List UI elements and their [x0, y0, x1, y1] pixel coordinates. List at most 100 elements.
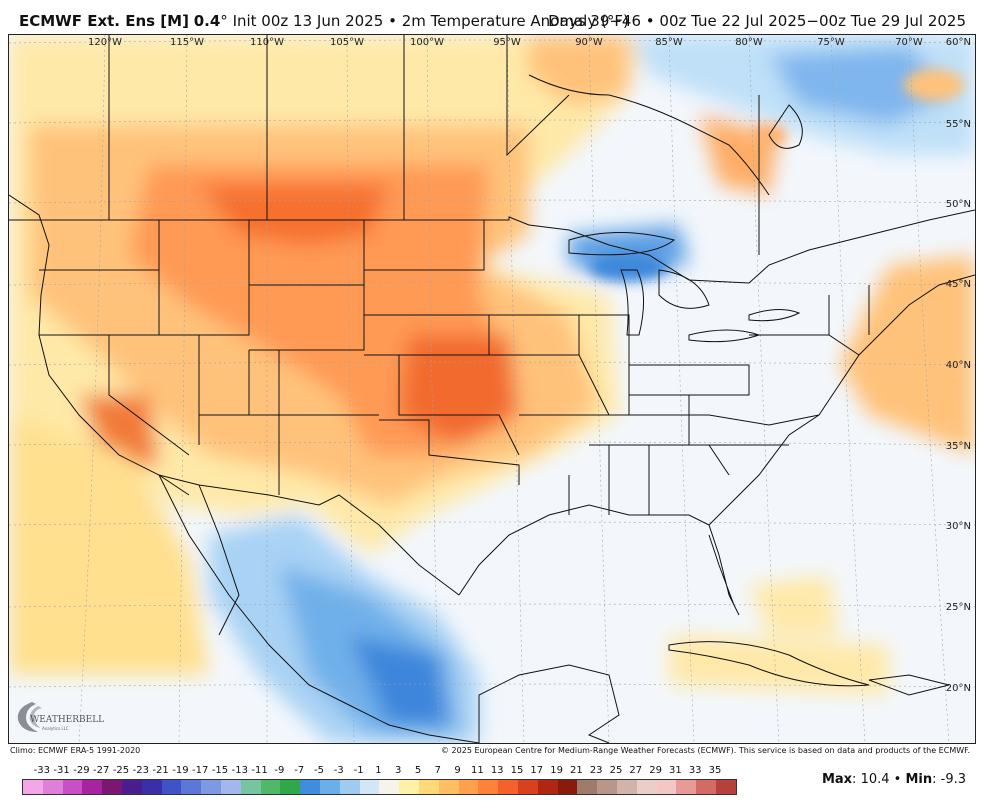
colorbar-tick-label: -15 [211, 765, 229, 776]
colorbar-tick-label: -5 [314, 765, 324, 776]
min-value: -9.3 [940, 772, 966, 787]
boundaries [9, 35, 975, 743]
colorbar-tick-label: -33 [33, 765, 50, 776]
degree-mark: ° [220, 12, 228, 30]
latitude-labels: 60°N 55°N 50°N 45°N 40°N 35°N 30°N 25°N … [946, 37, 971, 694]
lon-label: 95°W [493, 37, 521, 48]
lon-label: 105°W [330, 37, 364, 48]
model-resolution: 0.4 [193, 12, 221, 30]
colorbar-swatch [42, 780, 63, 794]
logo-brand: WEATHERBELL [30, 715, 104, 725]
lat-label: 20°N [946, 683, 971, 694]
colorbar-swatch [399, 780, 419, 794]
colorbar-tick-label: -27 [93, 765, 110, 776]
colorbar-swatch [339, 780, 360, 794]
colorbar-tick-label: 35 [708, 765, 722, 776]
colorbar-swatch [418, 780, 439, 794]
max-value: 10.4 [860, 772, 890, 787]
map-svg: 120°W 115°W 110°W 105°W 100°W 95°W 90°W … [9, 35, 975, 743]
colorbar-tick-label: 3 [395, 765, 402, 776]
colorbar-tick-label: 5 [414, 765, 422, 776]
colorbar-swatch [161, 780, 182, 794]
colorbar-tick-label: 29 [649, 765, 662, 776]
colorbar-tick-label: -21 [152, 765, 169, 776]
colorbar-swatch [379, 780, 400, 794]
colorbar-swatch [498, 780, 518, 794]
colorbar-swatch [300, 780, 320, 794]
colorbar-swatch [220, 780, 241, 794]
colorbar-swatch [656, 780, 677, 794]
cool-spots [589, 69, 964, 281]
colorbar-swatch [82, 780, 103, 794]
colorbar-swatch [636, 780, 657, 794]
colorbar-tick-label: 15 [510, 765, 524, 776]
colorbar-tick-label: -23 [132, 765, 149, 776]
model-name: ECMWF Ext. Ens [M] [19, 12, 189, 30]
colorbar-swatch [458, 780, 479, 794]
header: ECMWF Ext. Ens [M] 0.4° Init 00z 13 Jun … [0, 0, 984, 34]
colorbar-tick-label: -3 [333, 765, 344, 776]
colorbar-swatch [141, 780, 162, 794]
colorbar-tick-label: -29 [73, 765, 90, 776]
colorbar-tick-label: -1 [353, 765, 364, 776]
colorbar-tick-label: 1 [375, 765, 382, 776]
lon-label: 110°W [250, 37, 284, 48]
colorbar-tick-label: 27 [629, 765, 643, 776]
colorbar-tick-label: 19 [550, 765, 563, 776]
graticule [9, 35, 975, 743]
colorbar-tick-label: -7 [294, 765, 305, 776]
max-min-stats: Max: 10.4 • Min: -9.3 [821, 772, 966, 787]
lat-label: 60°N [946, 37, 971, 48]
colorbar-swatch [478, 780, 499, 794]
logo-sub: Analytics LLC [42, 726, 69, 731]
colorbar-tick-label: -25 [112, 765, 130, 776]
colorbar-labels: -33 -31 -29 -27 -25 -23 -21 -19 -17 -15 -13 -11 -9 -7… [14, 765, 722, 777]
colorbar-tick-label: 13 [490, 765, 504, 776]
colorbar-swatch [597, 780, 617, 794]
lat-label: 45°N [946, 279, 971, 290]
colorbar-swatch [537, 780, 558, 794]
colorbar-tick-label: 9 [454, 765, 461, 776]
init-time: Init 00z 13 Jun 2025 [232, 12, 384, 30]
colorbar-tick-label: -17 [192, 765, 209, 776]
lon-label: 75°W [817, 37, 845, 48]
field-name: 2m Temperature Anomaly (°F) [401, 12, 629, 30]
lon-label: 100°W [410, 37, 444, 48]
lat-label: 30°N [946, 521, 971, 532]
map-title: ECMWF Ext. Ens [M] 0.4° Init 00z 13 Jun … [19, 12, 629, 30]
colorbar-swatches [22, 779, 737, 795]
colorbar-tick-label: 25 [609, 765, 623, 776]
colorbar-swatch [102, 780, 122, 794]
title-bullet: • [388, 12, 397, 30]
colorbar-tick-label: 21 [570, 765, 583, 776]
colorbar-swatch [696, 780, 716, 794]
colorbar-swatch [319, 780, 340, 794]
colorbar-tick-label: -19 [172, 765, 189, 776]
colorbar-swatch [201, 780, 221, 794]
colorbar-swatch [577, 780, 598, 794]
colorbar-swatch [438, 780, 459, 794]
min-label: Min [905, 772, 933, 787]
colorbar-swatch [359, 780, 380, 794]
anomaly-map[interactable]: 120°W 115°W 110°W 105°W 100°W 95°W 90°W … [8, 34, 976, 744]
colorbar: -33 -31 -29 -27 -25 -23 -21 -19 -17 -15 -13 -11 -9 -7… [14, 765, 737, 805]
lat-label: 40°N [946, 360, 971, 371]
copyright-note: © 2025 European Centre for Medium-Range … [441, 746, 970, 755]
lat-label: 50°N [946, 199, 971, 210]
weatherbell-logo: WEATHERBELL Analytics LLC [17, 702, 104, 732]
colorbar-swatch [715, 780, 736, 794]
colorbar-swatch [62, 780, 83, 794]
colorbar-tick-label: 33 [688, 765, 702, 776]
colorbar-swatch [240, 780, 261, 794]
lon-label: 120°W [88, 37, 122, 48]
valid-period: Days 39−46 • 00z Tue 22 Jul 2025−00z Tue… [548, 12, 966, 30]
colorbar-swatch [280, 780, 301, 794]
colorbar-tick-label: -11 [251, 765, 268, 776]
colorbar-swatch [676, 780, 697, 794]
colorbar-tick-label: 23 [589, 765, 603, 776]
lat-label: 25°N [946, 602, 971, 613]
colorbar-tick-label: 11 [471, 765, 484, 776]
colorbar-swatch [616, 780, 637, 794]
lat-label: 35°N [946, 441, 971, 452]
colorbar-tick-label: 7 [434, 765, 441, 776]
